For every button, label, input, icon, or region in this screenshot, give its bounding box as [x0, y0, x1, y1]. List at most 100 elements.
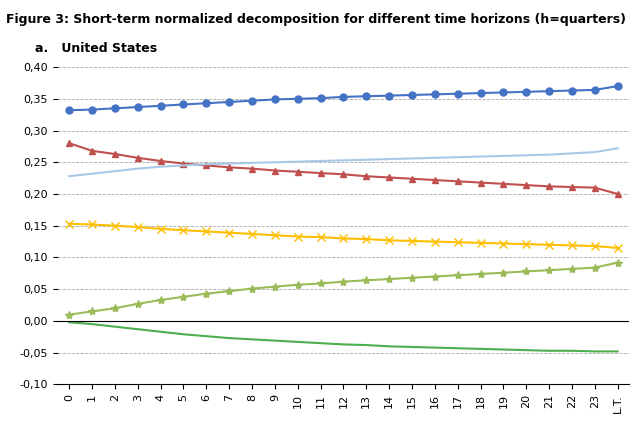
bue: [431, 92, 438, 97]
beu: [134, 166, 142, 171]
biu: [499, 181, 507, 186]
bei: [271, 338, 279, 343]
bui: [363, 236, 370, 242]
bui: [614, 245, 621, 251]
biu: [180, 161, 187, 166]
beu: [202, 161, 210, 167]
Line: bei: bei: [69, 322, 618, 351]
bue: [385, 93, 393, 98]
beu: [545, 152, 553, 157]
bie: [431, 274, 438, 279]
bui: [591, 243, 599, 249]
bie: [614, 260, 621, 265]
bue: [454, 91, 462, 97]
beu: [499, 153, 507, 159]
biu: [202, 163, 210, 168]
bue: [408, 92, 416, 97]
bei: [340, 342, 347, 347]
Line: beu: beu: [69, 148, 618, 176]
bui: [157, 226, 164, 232]
bie: [454, 273, 462, 278]
biu: [477, 180, 485, 185]
bei: [65, 320, 73, 325]
bie: [545, 267, 553, 273]
bue: [340, 94, 347, 100]
biu: [271, 168, 279, 173]
Line: bie: bie: [65, 258, 622, 319]
biu: [591, 185, 599, 190]
Text: Figure 3: Short-term normalized decomposition for different time horizons (h=qua: Figure 3: Short-term normalized decompos…: [6, 13, 627, 26]
beu: [248, 160, 256, 165]
bue: [545, 89, 553, 94]
bei: [477, 346, 485, 351]
bei: [157, 329, 164, 334]
beu: [385, 156, 393, 162]
bie: [523, 269, 530, 274]
biu: [340, 172, 347, 177]
beu: [294, 159, 302, 164]
beu: [317, 158, 324, 164]
bui: [111, 223, 119, 228]
bui: [65, 221, 73, 227]
bue: [499, 90, 507, 95]
bui: [88, 222, 96, 227]
Text: a.   United States: a. United States: [35, 42, 157, 55]
bue: [363, 93, 370, 99]
bui: [134, 224, 142, 230]
bie: [65, 312, 73, 317]
bei: [180, 332, 187, 337]
bui: [454, 240, 462, 245]
beu: [431, 155, 438, 160]
biu: [317, 170, 324, 176]
bue: [134, 104, 142, 110]
bei: [317, 341, 324, 346]
biu: [134, 155, 142, 160]
biu: [363, 173, 370, 179]
biu: [225, 164, 233, 170]
bie: [591, 265, 599, 270]
bei: [248, 337, 256, 342]
biu: [157, 158, 164, 164]
bue: [271, 97, 279, 102]
beu: [340, 158, 347, 163]
bui: [340, 236, 347, 241]
bie: [317, 281, 324, 286]
bue: [202, 101, 210, 106]
biu: [614, 191, 621, 197]
bie: [88, 309, 96, 314]
beu: [454, 155, 462, 160]
bui: [408, 238, 416, 244]
biu: [111, 152, 119, 157]
bui: [523, 241, 530, 247]
bue: [477, 90, 485, 96]
bui: [317, 235, 324, 240]
bue: [111, 105, 119, 111]
bui: [568, 243, 576, 248]
bei: [568, 348, 576, 354]
bie: [202, 291, 210, 296]
biu: [545, 184, 553, 189]
beu: [408, 156, 416, 161]
bie: [408, 275, 416, 280]
bei: [385, 344, 393, 349]
biu: [88, 148, 96, 153]
bue: [591, 87, 599, 93]
beu: [477, 154, 485, 159]
bie: [340, 279, 347, 284]
beu: [180, 163, 187, 168]
bui: [180, 228, 187, 233]
beu: [523, 152, 530, 158]
bei: [134, 326, 142, 332]
beu: [271, 160, 279, 165]
beu: [363, 157, 370, 162]
bei: [499, 347, 507, 352]
beu: [614, 146, 621, 151]
bie: [568, 266, 576, 272]
bui: [271, 232, 279, 238]
beu: [88, 171, 96, 177]
bie: [134, 301, 142, 307]
bei: [523, 347, 530, 353]
bie: [111, 306, 119, 311]
bei: [88, 321, 96, 327]
biu: [65, 140, 73, 146]
